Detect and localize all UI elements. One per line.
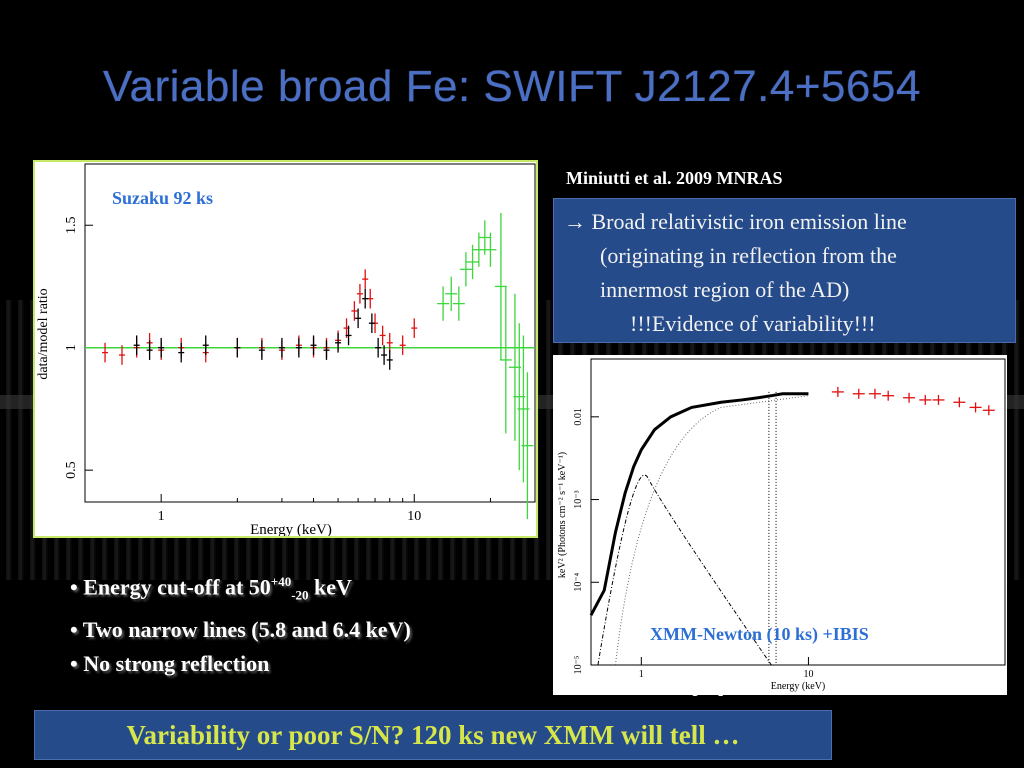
data-point-black [158, 337, 165, 358]
data-point-black [178, 342, 185, 363]
x-axis-label: Energy (keV) [250, 522, 332, 536]
bullet-item-1: • Energy cut-off at 50+40-20 keV [70, 565, 411, 613]
axis-ticks: 1 10 0.5 1 1.5 [64, 216, 536, 524]
bullet-list: • Energy cut-off at 50+40-20 keV • Two n… [70, 565, 411, 681]
data-point-black [355, 308, 362, 329]
data-point-black [278, 337, 285, 358]
data-point-black [234, 337, 241, 358]
reference-miniutti: Miniutti et al. 2009 MNRAS [566, 168, 783, 188]
data-point-red [953, 397, 966, 408]
bluebox-line-2: (originating in reflection from the [600, 243, 897, 268]
bullet-1-suffix: keV [308, 574, 352, 600]
bullet-item-2: • Two narrow lines (5.8 and 6.4 keV) [70, 616, 411, 642]
y-tick-label: 10⁻⁴ [573, 572, 584, 591]
data-point-green [472, 232, 485, 267]
data-series [85, 212, 535, 520]
bottom-banner: Variability or poor S/N? 120 ks new XMM … [34, 710, 832, 760]
data-point-red [399, 335, 406, 356]
data-point-black [310, 335, 317, 356]
y-tick-label: 1.5 [64, 216, 79, 234]
axis-ticks: 1 10 10⁻⁵ 10⁻⁴ 10⁻³ 0.01 [573, 408, 813, 680]
data-point-black [381, 345, 388, 365]
data-point-black [202, 335, 209, 356]
arrow-icon: → [564, 209, 586, 234]
x-tick-label: 1 [639, 669, 644, 680]
xmm-plot-svg: 1 10 10⁻⁵ 10⁻⁴ 10⁻³ 0.01 XMM-Newton (10 ks) +… [557, 358, 1006, 692]
y-tick-label: 0.5 [64, 461, 79, 479]
data-point-red [367, 288, 374, 309]
data-point-green [494, 212, 507, 360]
data-point-black [323, 340, 330, 360]
data-point-black [146, 340, 153, 360]
data-point-red [969, 402, 982, 413]
data-point-red [386, 333, 393, 353]
suzaku-ratio-plot: 1 10 0.5 1 1.5 Suzaku 92 ks Energy (keV) dat… [33, 160, 538, 538]
bluebox-line-1: → Broad relativistic iron emission line [564, 205, 1007, 239]
data-point-red [982, 405, 995, 416]
bluebox-line-4: !!!Evidence of variability!!! [630, 311, 876, 336]
data-point-red [102, 342, 109, 363]
plot-label-xmm: XMM-Newton (10 ks) +IBIS [650, 624, 869, 645]
plot-frame [84, 163, 536, 503]
data-point-black [335, 333, 342, 353]
data-point-black [133, 335, 140, 356]
data-point-green [452, 286, 465, 321]
xmm-spectrum-plot: 1 10 10⁻⁵ 10⁻⁴ 10⁻³ 0.01 XMM-Newton (10 ks) +… [553, 355, 1007, 695]
series-xmm-spectrum [589, 392, 809, 616]
y-axis-label: keV² (Photons cm⁻² s⁻¹ keV⁻¹) [557, 452, 568, 578]
x-tick-label: 10 [407, 509, 421, 524]
data-point-black [258, 340, 265, 360]
x-tick-label: 1 [158, 509, 165, 524]
bluebox-line-3: innermost region of the AD) [600, 277, 850, 302]
data-point-black [375, 337, 382, 358]
component-curve [597, 474, 772, 666]
data-point-red [411, 318, 418, 338]
bullet-1-text: • Energy cut-off at 50 [70, 574, 271, 600]
data-point-red [903, 392, 916, 403]
y-tick-label: 1 [64, 344, 79, 351]
data-point-red [882, 390, 895, 401]
data-point-red [868, 388, 881, 399]
data-point-black [362, 288, 369, 309]
data-point-black [345, 325, 352, 346]
data-point-red [831, 386, 844, 397]
data-point-red [932, 394, 945, 405]
reference-panessa: Panessa et al. in prep [566, 676, 729, 696]
data-point-green [466, 244, 479, 280]
data-point-green [459, 252, 472, 287]
data-point-red [852, 388, 865, 399]
suzaku-plot-svg: 1 10 0.5 1 1.5 Suzaku 92 ks Energy (keV) dat… [36, 163, 536, 538]
bullet-item-3: • No strong reflection [70, 650, 270, 676]
x-axis-label: Energy (keV) [771, 681, 826, 692]
y-tick-label: 10⁻³ [573, 490, 584, 508]
y-tick-label: 10⁻⁵ [573, 656, 584, 675]
data-series [589, 386, 995, 666]
data-point-black [295, 337, 302, 358]
y-tick-label: 0.01 [573, 408, 584, 426]
data-point-green [445, 276, 458, 311]
data-point-red [919, 394, 932, 405]
slide-title: Variable broad Fe: SWIFT J2127.4+5654 [103, 62, 921, 111]
x-tick-label: 10 [803, 669, 813, 680]
plot-label-suzaku: Suzaku 92 ks [112, 188, 213, 208]
powerlaw-curve [614, 395, 809, 666]
bluebox-text-1: Broad relativistic iron emission line [591, 209, 907, 234]
bullet-1-sub: -20 [291, 587, 309, 603]
highlight-box: → Broad relativistic iron emission line … [553, 198, 1016, 343]
plot-frame [590, 358, 1006, 666]
data-point-red [362, 269, 369, 289]
data-point-green [478, 220, 491, 255]
bullet-1-sup: +40 [270, 574, 292, 589]
data-point-green [484, 232, 497, 267]
y-axis-label: data/model ratio [36, 288, 51, 379]
data-point-red [379, 325, 386, 346]
data-point-green [499, 286, 512, 434]
data-point-black [368, 313, 375, 333]
data-point-green [437, 286, 450, 321]
data-point-red [118, 345, 125, 365]
data-point-green [521, 372, 534, 520]
data-point-red [351, 301, 358, 321]
data-point-black [386, 350, 393, 370]
data-point-red [356, 284, 363, 304]
